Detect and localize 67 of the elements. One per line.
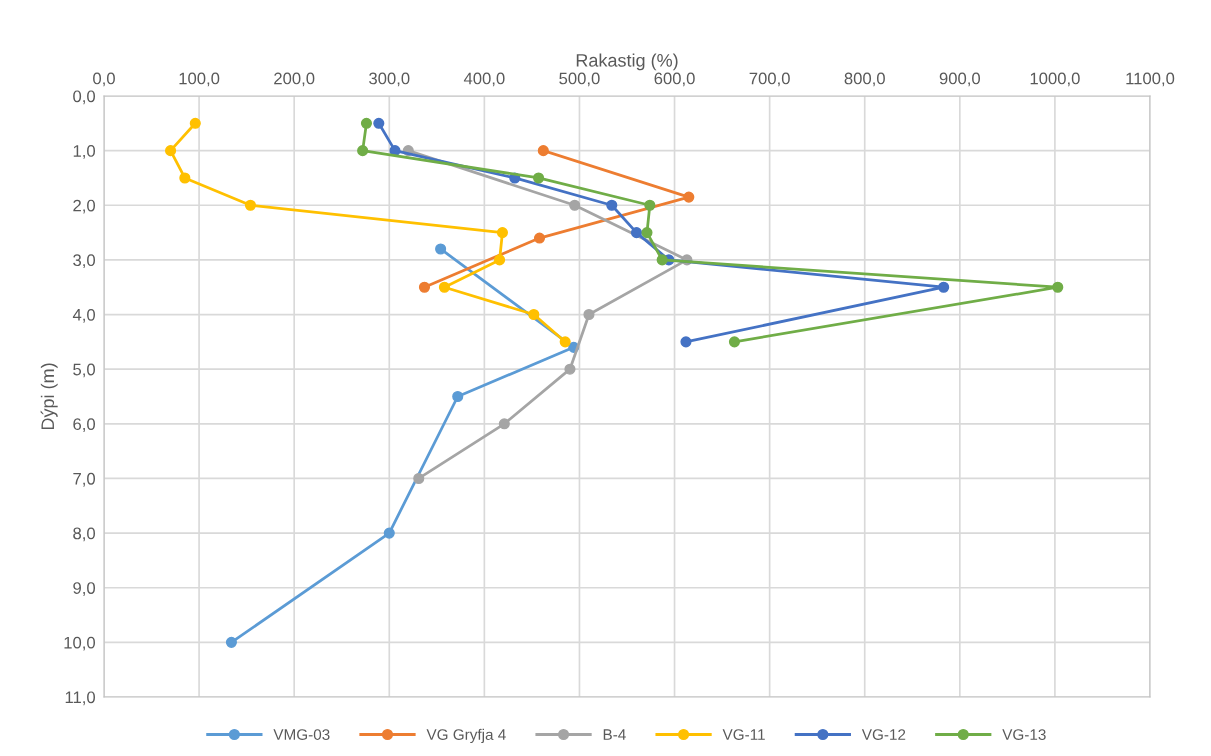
y-tick-label: 2,0 bbox=[73, 199, 96, 214]
legend-label: VG-12 bbox=[861, 729, 906, 740]
x-tick-label: 500,0 bbox=[559, 72, 600, 87]
x-axis-title: Rakastig (%) bbox=[576, 53, 678, 71]
point bbox=[452, 390, 464, 403]
y-tick-label: 1,0 bbox=[73, 145, 96, 159]
point bbox=[244, 199, 256, 211]
x-tick-label: 300,0 bbox=[369, 72, 410, 87]
point bbox=[496, 227, 508, 239]
point bbox=[165, 145, 177, 157]
y-tick-label: 10,0 bbox=[64, 636, 96, 651]
x-tick-label: 700,0 bbox=[749, 72, 790, 87]
point bbox=[360, 117, 373, 129]
y-tick-label: 0,0 bbox=[73, 90, 96, 105]
legend-label: VMG-03 bbox=[273, 729, 330, 740]
point bbox=[533, 232, 546, 244]
y-axis-title: Dýpi (m) bbox=[40, 363, 58, 430]
point bbox=[494, 254, 506, 266]
y-tick-label: 9,0 bbox=[73, 582, 96, 596]
point bbox=[413, 472, 425, 485]
x-tick-label: 1100,0 bbox=[1126, 72, 1175, 87]
point bbox=[383, 527, 395, 539]
point bbox=[528, 308, 540, 321]
legend-label: VG-13 bbox=[1002, 729, 1046, 740]
point bbox=[569, 199, 581, 211]
point bbox=[656, 254, 668, 266]
y-tick-label: 6,0 bbox=[73, 418, 96, 432]
legend-label: VG Gryfja 4 bbox=[426, 728, 506, 744]
point bbox=[357, 145, 369, 157]
x-tick-label: 1000,0 bbox=[1030, 72, 1080, 87]
point bbox=[438, 281, 450, 293]
point bbox=[418, 281, 431, 293]
y-tick-label: 8,0 bbox=[73, 527, 96, 542]
y-tick-label: 11,0 bbox=[65, 691, 96, 706]
point bbox=[606, 199, 618, 211]
x-tick-label: 100,0 bbox=[179, 72, 220, 87]
x-tick-label: 800,0 bbox=[844, 72, 885, 87]
y-tick-label: 5,0 bbox=[73, 363, 96, 378]
point bbox=[630, 227, 643, 239]
point bbox=[373, 117, 385, 129]
point bbox=[435, 243, 447, 255]
point bbox=[537, 145, 549, 157]
point bbox=[728, 336, 741, 348]
point bbox=[225, 636, 237, 648]
point bbox=[179, 172, 191, 184]
point bbox=[498, 418, 510, 430]
point bbox=[559, 336, 571, 348]
point bbox=[1052, 281, 1064, 293]
y-tick-label: 4,0 bbox=[72, 308, 96, 323]
y-tick-label: 7,0 bbox=[73, 472, 96, 487]
point bbox=[189, 117, 201, 129]
point bbox=[644, 199, 656, 211]
x-tick-label: 400,0 bbox=[463, 72, 505, 87]
point bbox=[564, 363, 576, 375]
y-tick-label: 3,0 bbox=[73, 254, 96, 269]
x-tick-label: 0,0 bbox=[93, 72, 115, 87]
point bbox=[641, 227, 653, 239]
legend-label: VG-11 bbox=[722, 729, 765, 740]
legend-label: B-4 bbox=[603, 729, 626, 740]
point bbox=[583, 308, 595, 321]
point bbox=[683, 191, 695, 203]
point bbox=[533, 172, 545, 184]
x-tick-label: 900,0 bbox=[939, 72, 981, 87]
point bbox=[680, 336, 692, 348]
x-tick-label: 600,0 bbox=[654, 72, 695, 87]
x-tick-label: 200,0 bbox=[274, 72, 315, 87]
point bbox=[938, 281, 950, 293]
